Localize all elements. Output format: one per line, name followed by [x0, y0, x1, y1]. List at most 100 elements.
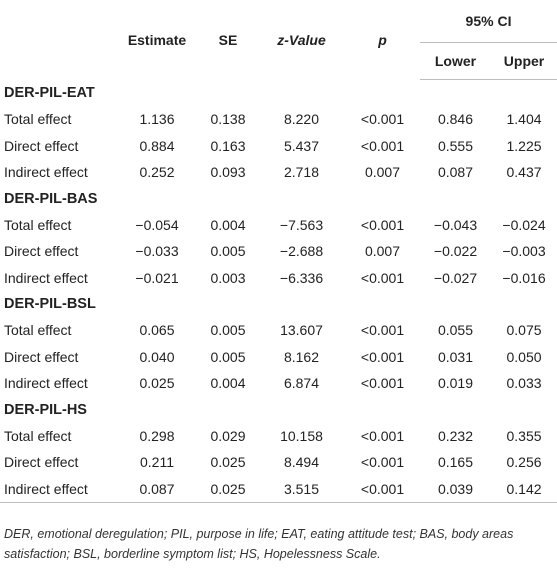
cell-se: 0.005 [210, 243, 246, 260]
table-row: Indirect effect −0.021 0.003 −6.336 <0.001 −0… [0, 265, 557, 292]
cell-estimate: −0.054 [135, 216, 179, 233]
cell-estimate: 0.252 [139, 164, 175, 181]
row-label: Indirect effect [4, 269, 88, 286]
header-se: SE [218, 31, 238, 48]
header-z-value: z-Value [277, 31, 326, 48]
cell-lower: 0.555 [437, 137, 474, 154]
cell-upper: −0.024 [502, 216, 546, 233]
header-95-ci: 95% CI [420, 0, 557, 43]
table-row: Direct effect −0.033 0.005 −2.688 0.007 −0.02… [0, 238, 557, 265]
header-lower: Lower [420, 42, 491, 80]
cell-upper: 0.033 [506, 375, 542, 392]
cell-se: 0.004 [210, 375, 246, 392]
row-label: Direct effect [4, 348, 79, 365]
cell-z: 3.515 [258, 475, 345, 503]
cell-se: 0.025 [198, 475, 258, 503]
cell-upper: −0.016 [502, 269, 546, 286]
cell-estimate: 0.087 [116, 475, 198, 503]
row-label: Total effect [4, 216, 72, 233]
cell-se: 0.004 [210, 216, 246, 233]
table-row: Total effect 0.065 0.005 13.607 <0.001 0.055 0… [0, 317, 557, 344]
cell-lower: 0.087 [437, 164, 474, 181]
row-label: Indirect effect [4, 164, 88, 181]
cell-estimate: 1.136 [139, 111, 175, 128]
group-row: DER-PIL-BSL [0, 291, 557, 317]
cell-p: <0.001 [360, 427, 405, 444]
header-estimate: Estimate [127, 31, 187, 48]
cell-lower: 0.232 [437, 427, 474, 444]
cell-upper: 0.142 [491, 475, 557, 503]
table-row: Indirect effect 0.025 0.004 6.874 <0.001 0.01… [0, 370, 557, 397]
cell-se: 0.005 [210, 322, 246, 339]
cell-se: 0.029 [210, 427, 246, 444]
row-label: Direct effect [4, 243, 79, 260]
cell-z: −2.688 [279, 243, 324, 260]
row-label: Indirect effect [4, 375, 88, 392]
cell-se: 0.138 [210, 111, 246, 128]
cell-p: <0.001 [360, 322, 405, 339]
cell-upper: 0.355 [506, 427, 542, 444]
cell-lower: 0.031 [437, 348, 474, 365]
header-p: p [378, 31, 387, 48]
cell-lower: −0.043 [433, 216, 478, 233]
cell-z: 13.607 [280, 322, 323, 339]
cell-lower: 0.055 [437, 322, 474, 339]
table-row: Total effect 1.136 0.138 8.220 <0.001 0.846 1.… [0, 106, 557, 133]
cell-se: 0.025 [210, 454, 246, 471]
table-row: Direct effect 0.211 0.025 8.494 <0.001 0.165 0… [0, 449, 557, 476]
cell-z: 2.718 [283, 164, 320, 181]
row-label: Direct effect [4, 137, 79, 154]
header-blank-cell [0, 0, 116, 80]
results-table: Estimate SE z-Value p 95% CI Lower Upper… [0, 0, 557, 503]
cell-p: <0.001 [360, 269, 405, 286]
cell-upper: 0.437 [506, 164, 542, 181]
cell-estimate: 0.298 [139, 427, 175, 444]
row-label: Direct effect [4, 454, 79, 471]
cell-p: 0.007 [364, 164, 401, 181]
cell-estimate: 0.065 [139, 322, 175, 339]
cell-z: −6.336 [279, 269, 324, 286]
row-label: Total effect [4, 427, 72, 444]
cell-z: 8.162 [283, 348, 320, 365]
group-title: DER-PIL-EAT [4, 85, 95, 101]
cell-lower: −0.027 [433, 269, 478, 286]
cell-estimate: 0.884 [139, 137, 175, 154]
cell-p: <0.001 [360, 454, 405, 471]
cell-se: 0.003 [210, 269, 246, 286]
row-label: Total effect [4, 322, 72, 339]
group-title: DER-PIL-BSL [4, 296, 96, 312]
cell-se: 0.163 [210, 137, 246, 154]
cell-estimate: −0.033 [135, 243, 179, 260]
cell-z: −7.563 [279, 216, 324, 233]
table-header: Estimate SE z-Value p 95% CI Lower Upper [0, 0, 557, 80]
group-title: DER-PIL-HS [4, 401, 87, 418]
cell-estimate: 0.211 [140, 454, 174, 471]
cell-estimate: −0.021 [135, 269, 179, 286]
group-row: DER-PIL-HS [0, 397, 557, 423]
cell-upper: 0.256 [506, 454, 542, 471]
cell-p: 0.007 [364, 243, 401, 260]
cell-lower: 0.019 [437, 375, 474, 392]
cell-se: 0.005 [210, 348, 246, 365]
cell-z: 10.158 [280, 427, 323, 444]
table-row: Direct effect 0.040 0.005 8.162 <0.001 0.031 0… [0, 344, 557, 371]
cell-lower: −0.022 [433, 243, 478, 260]
cell-p: <0.001 [360, 137, 405, 154]
row-label: Total effect [4, 111, 72, 128]
cell-upper: 0.075 [506, 322, 542, 339]
cell-lower: 0.846 [437, 111, 474, 128]
table-row: Indirect effect 0.087 0.025 3.515 <0.001 0.03… [0, 475, 557, 503]
cell-se: 0.093 [210, 164, 246, 181]
cell-p: <0.001 [345, 475, 420, 503]
cell-lower: 0.039 [420, 475, 491, 503]
header-upper: Upper [491, 42, 557, 80]
cell-z: 6.874 [283, 375, 320, 392]
cell-p: <0.001 [360, 375, 405, 392]
cell-p: <0.001 [360, 348, 405, 365]
cell-estimate: 0.040 [139, 348, 175, 365]
group-title: DER-PIL-BAS [4, 190, 98, 207]
cell-upper: −0.003 [502, 243, 546, 260]
cell-z: 8.494 [283, 454, 320, 471]
cell-lower: 0.165 [437, 454, 474, 471]
